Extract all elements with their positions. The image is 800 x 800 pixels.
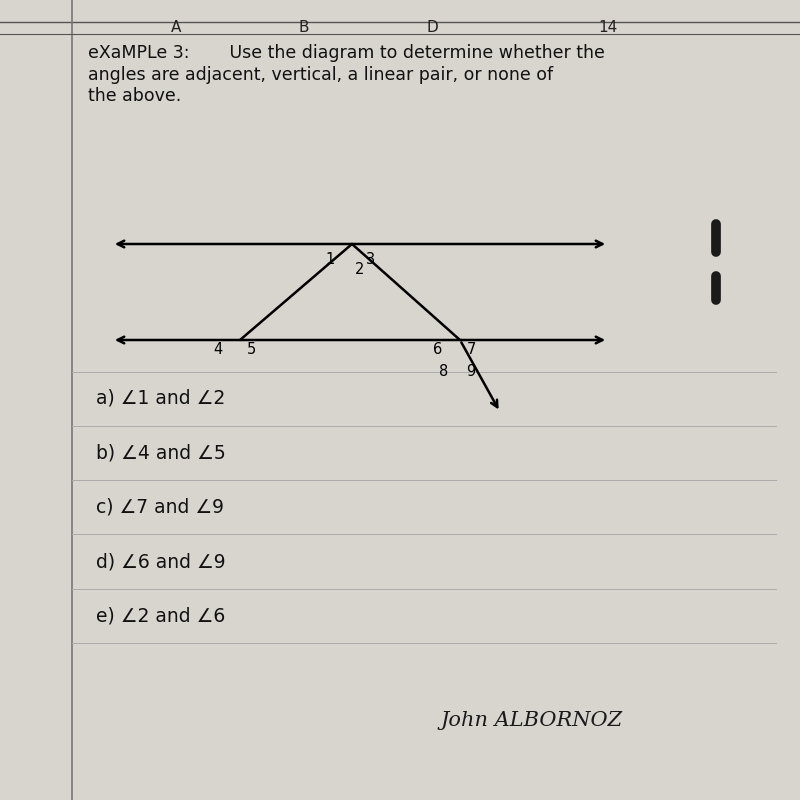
Text: 4: 4 (213, 342, 222, 358)
Text: angles are adjacent, vertical, a linear pair, or none of: angles are adjacent, vertical, a linear … (88, 66, 553, 84)
Text: 14: 14 (598, 21, 618, 35)
Text: 1: 1 (325, 252, 334, 267)
Text: b) ∠4 and ∠5: b) ∠4 and ∠5 (96, 443, 226, 462)
Text: 5: 5 (246, 342, 256, 358)
Text: 7: 7 (466, 342, 476, 358)
Text: B: B (298, 21, 310, 35)
Text: A: A (171, 21, 181, 35)
Text: e) ∠2 and ∠6: e) ∠2 and ∠6 (96, 606, 226, 626)
Text: John ALBORNOZ: John ALBORNOZ (440, 710, 622, 730)
Text: the above.: the above. (88, 87, 182, 106)
Text: Use the diagram to determine whether the: Use the diagram to determine whether the (224, 44, 605, 62)
Text: c) ∠7 and ∠9: c) ∠7 and ∠9 (96, 498, 224, 517)
Text: 3: 3 (366, 252, 375, 267)
Text: a) ∠1 and ∠2: a) ∠1 and ∠2 (96, 389, 226, 408)
Text: eXaMPLe 3:: eXaMPLe 3: (88, 44, 190, 62)
Text: 6: 6 (433, 342, 442, 358)
Text: 9: 9 (466, 364, 476, 379)
Text: D: D (426, 21, 438, 35)
Text: 8: 8 (438, 364, 448, 379)
Text: 2: 2 (354, 262, 364, 277)
Text: d) ∠6 and ∠9: d) ∠6 and ∠9 (96, 552, 226, 571)
